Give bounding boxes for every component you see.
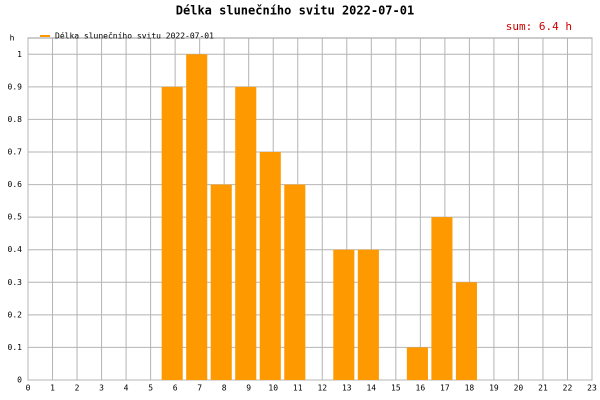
bar [235, 86, 257, 380]
y-tick-label: 1 [17, 50, 22, 59]
plot-frame [27, 37, 593, 381]
bar [161, 86, 183, 380]
bar [186, 54, 208, 381]
y-tick-label: 0.7 [8, 148, 23, 157]
legend-label: Délka slunečního svitu 2022-07-01 [55, 31, 214, 41]
y-tick-label: 0.8 [8, 115, 23, 124]
x-tick-label: 0 [26, 384, 31, 393]
x-tick-label: 3 [99, 384, 104, 393]
y-tick-label: 0.9 [8, 82, 23, 91]
x-tick-label: 2 [75, 384, 80, 393]
x-tick-label: 17 [440, 384, 450, 393]
y-tick-label: 0 [17, 376, 22, 385]
y-tick-label: 0.4 [8, 245, 23, 254]
x-tick-label: 22 [563, 384, 573, 393]
x-tick-label: 9 [246, 384, 251, 393]
x-tick-label: 21 [538, 384, 548, 393]
y-tick-label: 0.2 [8, 310, 23, 319]
x-tick-label: 15 [391, 384, 401, 393]
y-tick-label: 0.3 [8, 278, 23, 287]
y-tick-label: 0.1 [8, 343, 23, 352]
x-tick-label: 11 [293, 384, 303, 393]
bar [431, 217, 453, 380]
y-axis-label: h [10, 34, 15, 43]
x-tick-label: 10 [268, 384, 278, 393]
x-tick-label: 16 [416, 384, 426, 393]
x-tick-label: 14 [366, 384, 376, 393]
bar [210, 184, 232, 380]
y-tick-label: 0.5 [8, 213, 23, 222]
x-tick-label: 4 [124, 384, 129, 393]
x-tick-label: 23 [587, 384, 597, 393]
bar [333, 249, 355, 380]
x-tick-label: 12 [317, 384, 327, 393]
x-tick-label: 20 [514, 384, 524, 393]
x-tick-label: 18 [465, 384, 475, 393]
x-tick-label: 1 [50, 384, 55, 393]
bar [284, 184, 306, 380]
x-tick-label: 8 [222, 384, 227, 393]
x-tick-label: 7 [197, 384, 202, 393]
bar [259, 152, 281, 380]
x-tick-label: 6 [173, 384, 178, 393]
bar [357, 249, 379, 380]
bar [455, 282, 477, 380]
y-tick-label: 0.6 [8, 180, 23, 189]
x-tick-label: 13 [342, 384, 352, 393]
x-tick-label: 5 [148, 384, 153, 393]
chart-title: Délka slunečního svitu 2022-07-01 [176, 4, 414, 18]
sum-annotation: sum: 6.4 h [506, 20, 572, 33]
x-tick-label: 19 [489, 384, 499, 393]
bar [406, 347, 428, 380]
